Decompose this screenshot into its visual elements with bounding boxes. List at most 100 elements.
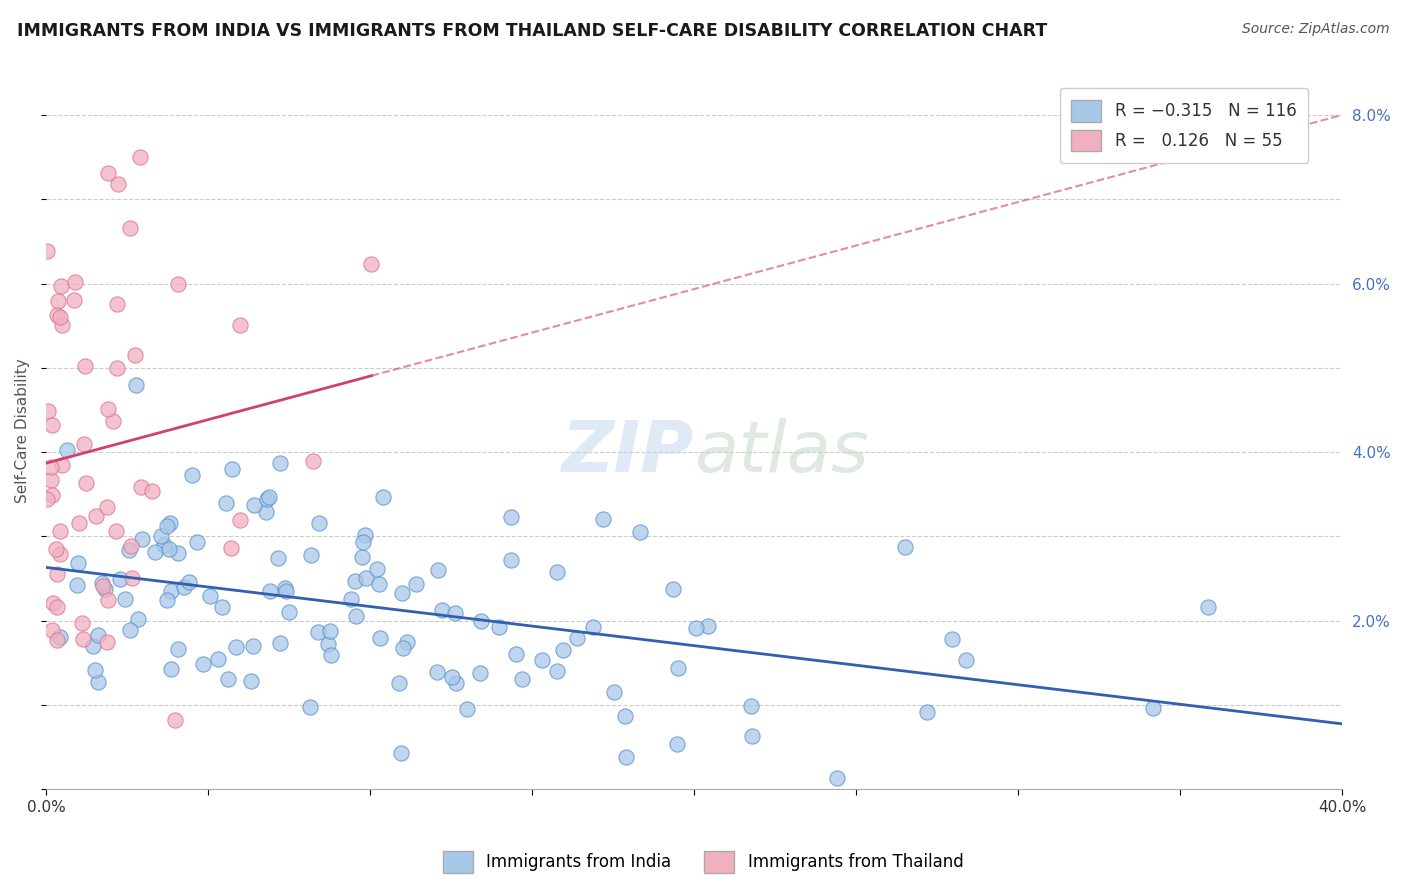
Point <box>392 640 415 655</box>
Text: atlas: atlas <box>695 418 869 487</box>
Point <box>546 664 568 678</box>
Point <box>173 580 195 594</box>
Point <box>72 616 94 631</box>
Point <box>254 505 277 519</box>
Point <box>628 524 651 539</box>
Point <box>41 623 63 637</box>
Y-axis label: Self-Care Disability: Self-Care Disability <box>15 359 30 503</box>
Point <box>256 492 278 507</box>
Point <box>269 457 291 471</box>
Point <box>73 359 96 374</box>
Point <box>207 652 229 666</box>
Point <box>339 591 361 606</box>
Point <box>107 177 129 191</box>
Point <box>368 631 391 645</box>
Point <box>91 579 114 593</box>
Point <box>67 516 90 531</box>
Point <box>84 508 107 523</box>
Point <box>894 541 917 555</box>
Point <box>360 257 382 271</box>
Point <box>444 676 467 690</box>
Point <box>193 657 215 671</box>
Point <box>299 700 322 714</box>
Point <box>177 575 200 590</box>
Point <box>121 571 143 585</box>
Point <box>56 443 79 458</box>
Point <box>97 401 120 416</box>
Point <box>1197 600 1219 615</box>
Point <box>91 575 114 590</box>
Point <box>662 582 685 597</box>
Point <box>468 666 491 681</box>
Point <box>51 279 73 293</box>
Point <box>49 630 72 644</box>
Point <box>63 275 86 289</box>
Point <box>242 639 264 653</box>
Point <box>129 480 152 494</box>
Point <box>167 546 190 560</box>
Point <box>167 277 190 291</box>
Point <box>316 637 339 651</box>
Point <box>581 620 603 634</box>
Point <box>41 417 63 432</box>
Point <box>225 640 247 654</box>
Point <box>124 378 146 392</box>
Point <box>367 577 389 591</box>
Point <box>344 609 367 624</box>
Point <box>63 293 86 307</box>
Point <box>75 476 97 491</box>
Point <box>613 708 636 723</box>
Point <box>501 509 523 524</box>
Point <box>37 492 59 507</box>
Point <box>470 614 492 628</box>
Point <box>366 562 388 576</box>
Point <box>616 750 638 764</box>
Point <box>72 632 94 647</box>
Point <box>66 557 89 571</box>
Point <box>82 639 104 653</box>
Point <box>741 729 763 743</box>
Point <box>114 591 136 606</box>
Point <box>155 518 177 533</box>
Point <box>592 512 614 526</box>
Point <box>51 318 73 332</box>
Point <box>39 460 62 475</box>
Point <box>117 542 139 557</box>
Point <box>239 673 262 688</box>
Point <box>427 563 450 577</box>
Point <box>321 648 343 662</box>
Point <box>274 582 297 596</box>
Point <box>141 484 163 499</box>
Point <box>37 404 59 418</box>
Point <box>49 524 72 538</box>
Point <box>352 534 374 549</box>
Point <box>955 653 977 667</box>
Point <box>307 624 329 639</box>
Point <box>159 662 181 676</box>
Point <box>488 620 510 634</box>
Point <box>666 661 689 675</box>
Point <box>96 634 118 648</box>
Point <box>83 663 105 677</box>
Point <box>827 771 849 785</box>
Point <box>343 574 366 588</box>
Point <box>301 454 323 468</box>
Point <box>198 589 221 603</box>
Point <box>108 572 131 586</box>
Point <box>48 294 70 309</box>
Point <box>156 593 179 607</box>
Point <box>267 551 290 566</box>
Point <box>42 597 65 611</box>
Point <box>257 490 280 504</box>
Point <box>277 605 299 619</box>
Point <box>308 516 330 531</box>
Point <box>103 414 125 428</box>
Point <box>131 532 153 546</box>
Point <box>118 221 141 235</box>
Point <box>159 516 181 531</box>
Point <box>696 619 718 633</box>
Point <box>259 584 281 599</box>
Point <box>426 665 449 680</box>
Point <box>45 308 67 322</box>
Point <box>373 490 395 504</box>
